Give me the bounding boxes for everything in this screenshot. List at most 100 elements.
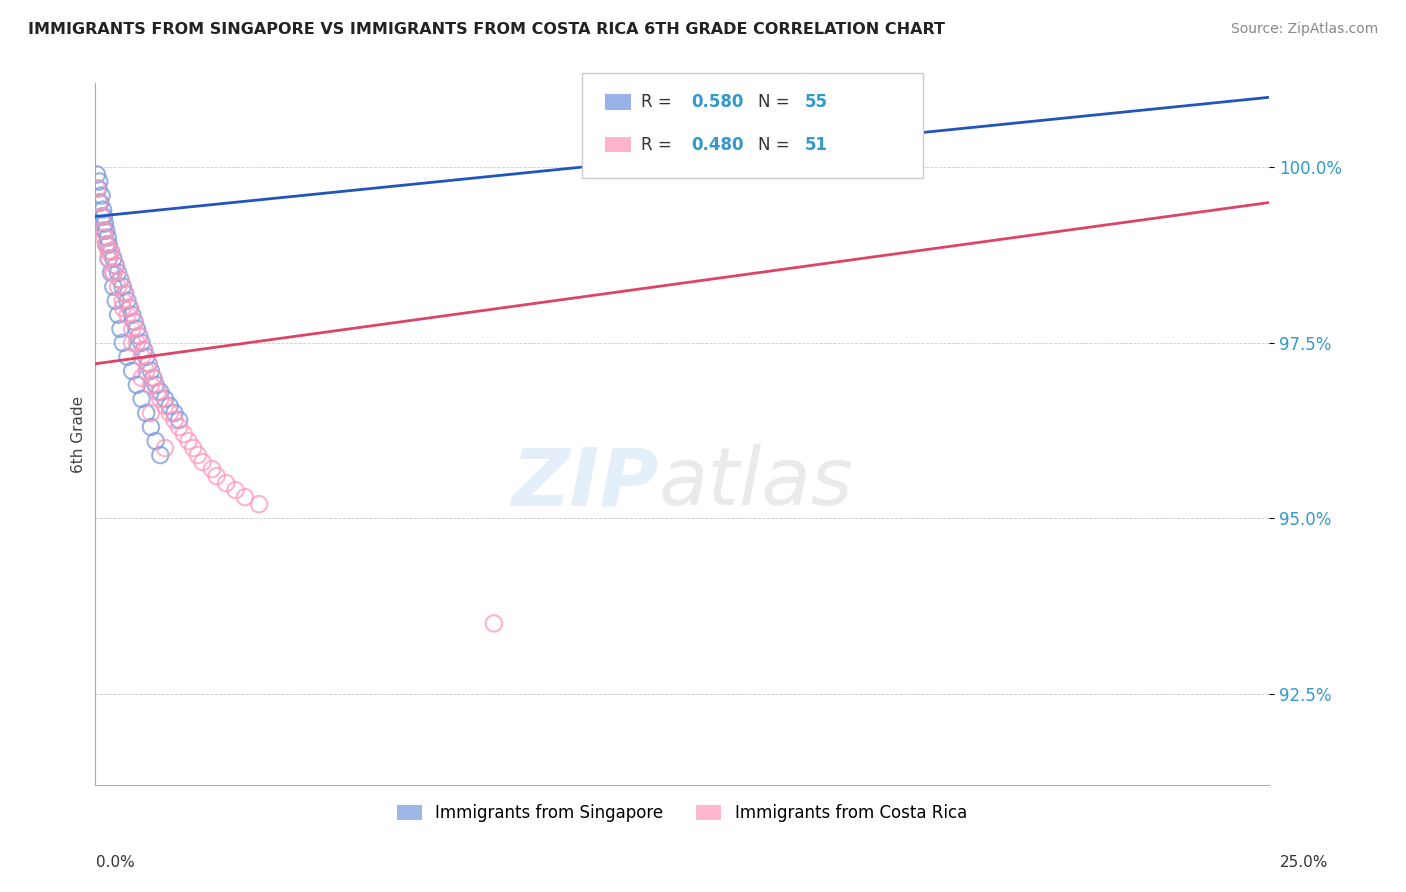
Point	[107, 308, 129, 322]
Point	[107, 266, 129, 280]
Point	[139, 378, 162, 392]
Point	[118, 301, 141, 315]
Point	[91, 202, 114, 217]
Point	[128, 328, 150, 343]
Point	[146, 384, 169, 399]
Point	[138, 357, 160, 371]
Text: IMMIGRANTS FROM SINGAPORE VS IMMIGRANTS FROM COSTA RICA 6TH GRADE CORRELATION CH: IMMIGRANTS FROM SINGAPORE VS IMMIGRANTS …	[28, 22, 945, 37]
Point	[131, 335, 153, 350]
Point	[107, 279, 129, 293]
Point	[90, 188, 112, 202]
Text: 55: 55	[806, 93, 828, 111]
Point	[167, 420, 190, 434]
Point	[114, 286, 136, 301]
Point	[149, 448, 172, 462]
Point	[93, 224, 115, 238]
Point	[163, 406, 186, 420]
Point	[86, 181, 108, 195]
Point	[117, 350, 139, 364]
Point	[97, 252, 120, 266]
Point	[135, 350, 157, 364]
Text: 0.0%: 0.0%	[96, 855, 135, 870]
FancyBboxPatch shape	[582, 73, 922, 178]
Point	[215, 476, 238, 491]
Point	[103, 266, 125, 280]
Point	[114, 286, 136, 301]
Point	[110, 273, 132, 287]
Text: N =: N =	[758, 93, 794, 111]
Point	[142, 371, 165, 385]
Point	[149, 384, 172, 399]
Legend: Immigrants from Singapore, Immigrants from Costa Rica: Immigrants from Singapore, Immigrants fr…	[389, 797, 974, 829]
Point	[100, 244, 122, 259]
Point	[118, 301, 141, 315]
Point	[163, 413, 186, 427]
Point	[153, 392, 176, 406]
Point	[97, 244, 120, 259]
Point	[139, 406, 162, 420]
Point	[89, 195, 111, 210]
Point	[100, 266, 122, 280]
Point	[97, 237, 120, 252]
Point	[111, 279, 134, 293]
Point	[104, 293, 127, 308]
Point	[173, 427, 195, 442]
Point	[145, 378, 167, 392]
Point	[96, 224, 118, 238]
Text: ZIP: ZIP	[510, 444, 658, 522]
Point	[93, 224, 115, 238]
Point	[225, 483, 247, 497]
Point	[177, 434, 200, 448]
Point	[132, 343, 155, 357]
Point	[117, 293, 139, 308]
Text: 0.580: 0.580	[692, 93, 744, 111]
FancyBboxPatch shape	[606, 137, 631, 153]
Point	[181, 441, 204, 455]
Point	[142, 371, 165, 385]
Point	[121, 335, 143, 350]
Point	[145, 434, 167, 448]
Point	[90, 210, 112, 224]
Point	[117, 308, 139, 322]
FancyBboxPatch shape	[606, 94, 631, 110]
Point	[131, 392, 153, 406]
Text: 25.0%: 25.0%	[1281, 855, 1329, 870]
Point	[159, 399, 181, 413]
Point	[93, 230, 115, 244]
Point	[153, 441, 176, 455]
Point	[138, 357, 160, 371]
Point	[124, 315, 146, 329]
Point	[124, 315, 146, 329]
Point	[110, 322, 132, 336]
Point	[86, 168, 108, 182]
Point	[191, 455, 214, 469]
Point	[97, 252, 120, 266]
Point	[97, 230, 120, 244]
Point	[110, 273, 132, 287]
Text: N =: N =	[758, 136, 794, 153]
Point	[96, 237, 118, 252]
Point	[104, 259, 127, 273]
Point	[89, 195, 111, 210]
Point	[128, 328, 150, 343]
Point	[111, 301, 134, 315]
Point	[131, 350, 153, 364]
Point	[482, 616, 505, 631]
Point	[103, 266, 125, 280]
Point	[90, 210, 112, 224]
Point	[94, 217, 117, 231]
Point	[135, 364, 157, 378]
Point	[135, 406, 157, 420]
Point	[187, 448, 209, 462]
Point	[132, 343, 155, 357]
Point	[233, 490, 256, 504]
Point	[149, 392, 172, 406]
Point	[247, 497, 270, 511]
Point	[167, 413, 190, 427]
Point	[111, 335, 134, 350]
Text: R =: R =	[641, 93, 676, 111]
Point	[131, 371, 153, 385]
Point	[153, 399, 176, 413]
Text: Source: ZipAtlas.com: Source: ZipAtlas.com	[1230, 22, 1378, 37]
Y-axis label: 6th Grade: 6th Grade	[72, 395, 86, 473]
